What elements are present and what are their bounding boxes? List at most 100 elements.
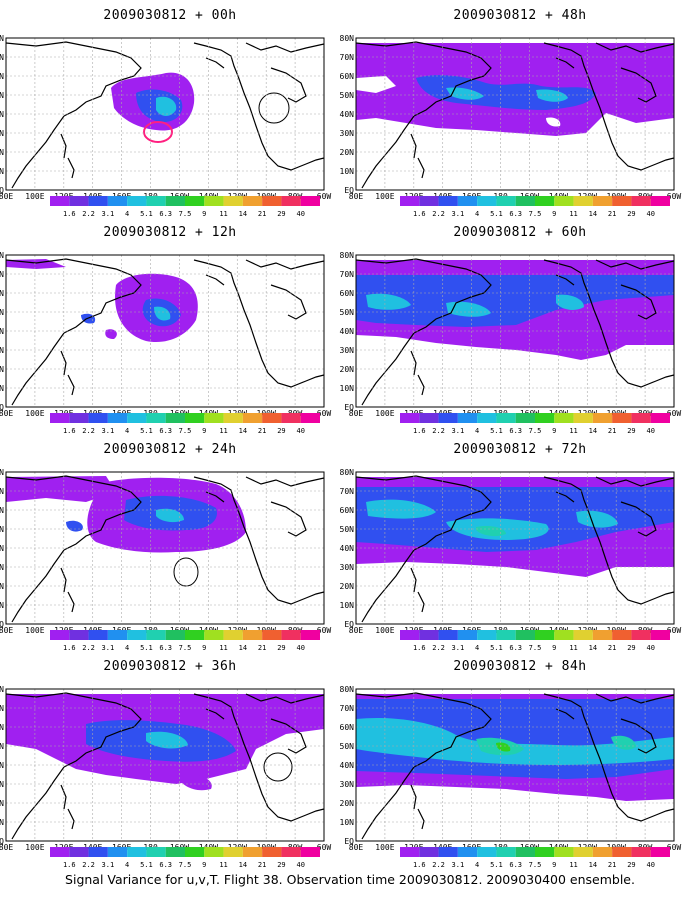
colorbar-label: 7.5 [179,644,192,652]
colorbar-label: 11 [219,427,227,435]
colorbar: 1.6 2.2 3.1 4 5.1 6.3 7.5 9 11 14 21 29 40 [50,196,320,220]
lon-label: 80E [349,192,364,201]
panel-title: 2009030812 + 84h [453,659,587,674]
lon-label: 100E [25,843,44,852]
colorbar-swatch [165,630,185,640]
colorbar-label: 1.6 [413,427,426,435]
colorbar-label: 5.1 [140,644,153,652]
colorbar-label: 7.5 [179,210,192,218]
colorbar-swatch [50,847,70,857]
lat-label: 60N [0,506,4,515]
colorbar-label: 9 [552,210,556,218]
colorbar-swatch [242,847,263,857]
lat-label: 50N [0,742,4,751]
colorbar-swatch [650,630,670,640]
lon-label: 80E [349,409,364,418]
colorbar-swatch [88,196,108,206]
lat-label: 20N [0,365,4,374]
lat-label: 60N [340,506,355,515]
colorbar-label: 9 [202,861,206,869]
colorbar-swatch [281,630,301,640]
colorbar-swatch [223,630,243,640]
lat-label: 40N [340,544,355,553]
lat-label: 60N [340,723,355,732]
colorbar-label: 7.5 [179,861,192,869]
lon-label: 100E [375,843,394,852]
colorbar-swatch [281,196,301,206]
lat-label: 30N [0,563,4,572]
colorbar-label: 2.2 [82,427,95,435]
map-12h: 80N70N60N50N40N30N20N10NEQ80E100E120E140… [0,251,331,418]
colorbar-label: 2.2 [432,644,445,652]
lon-label: 100E [375,192,394,201]
colorbar: 1.6 2.2 3.1 4 5.1 6.3 7.5 9 11 14 21 29 40 [400,630,670,654]
lat-label: 50N [0,308,4,317]
colorbar: 1.6 2.2 3.1 4 5.1 6.3 7.5 9 11 14 21 29 40 [400,413,670,437]
map-72h: 80N70N60N50N40N30N20N10NEQ80E100E120E140… [340,468,682,635]
colorbar-label: 3.1 [102,644,115,652]
panel-title: 2009030812 + 12h [103,225,237,240]
colorbar-label: 40 [646,427,654,435]
colorbar-swatch [631,413,651,423]
colorbar-swatch [419,196,439,206]
colorbar-swatch [573,630,593,640]
lat-label: 50N [340,308,355,317]
colorbar-label: 6.3 [159,644,172,652]
figure-caption: Signal Variance for u,v,T. Flight 38. Ob… [65,872,635,887]
panel-title: 2009030812 + 60h [453,225,587,240]
colorbar-swatch [69,847,89,857]
colorbar-label: 2.2 [82,644,95,652]
colorbar-label: 5.1 [140,861,153,869]
colorbar-label: 4 [125,427,129,435]
colorbar-label: 7.5 [529,644,542,652]
colorbar-label: 6.3 [159,861,172,869]
lat-label: 60N [340,72,355,81]
colorbar-label: 14 [239,644,247,652]
colorbar-swatch [419,413,439,423]
colorbar-label: 1.6 [63,210,76,218]
lat-label: 40N [0,544,4,553]
panel-84h: 2009030812 + 84h 80N 70N 60N 50N 40N 30N 20N 10… [340,659,690,874]
colorbar-swatch [107,630,128,640]
colorbar-swatch [204,630,224,640]
colorbar-swatch [107,413,128,423]
colorbar-label: 9 [552,644,556,652]
colorbar-swatch [650,413,670,423]
colorbar-label: 1.6 [413,861,426,869]
colorbar-swatch [438,847,458,857]
lat-label: 10N [340,601,355,610]
colorbar-label: 2.2 [432,861,445,869]
colorbar-swatch [242,413,263,423]
lat-label: 50N [340,91,355,100]
colorbar-label: 40 [646,210,654,218]
colorbar-label: 14 [589,644,597,652]
lon-label: 60W [667,192,682,201]
lat-label: 60N [340,289,355,298]
colorbar-label: 29 [627,210,635,218]
colorbar-swatch [592,847,613,857]
lon-label: 80E [0,409,13,418]
colorbar-label: 21 [258,427,266,435]
colorbar-swatch [146,847,166,857]
colorbar-label: 11 [569,861,577,869]
colorbar-label: 1.6 [413,210,426,218]
lat-label: 20N [0,799,4,808]
colorbar-swatch [573,413,593,423]
lat-label: EQ [0,837,4,846]
colorbar-label: 6.3 [509,861,522,869]
colorbar-label: 11 [569,644,577,652]
colorbar-label: 4 [475,861,479,869]
lat-label: 30N [340,129,355,138]
colorbar-label: 14 [239,861,247,869]
colorbar-label: 9 [552,861,556,869]
panel-72h: 2009030812 + 72h 80N 70N 60N 50N 40N 30N 20N 10… [340,442,690,657]
colorbar-label: 29 [277,427,285,435]
lon-label: 80E [349,843,364,852]
colorbar-label: 5.1 [490,644,503,652]
lat-label: 20N [0,582,4,591]
colorbar-swatch [515,630,535,640]
lat-label: 50N [340,742,355,751]
colorbar-label: 21 [258,210,266,218]
colorbar-label: 3.1 [102,210,115,218]
colorbar-swatch [400,413,420,423]
